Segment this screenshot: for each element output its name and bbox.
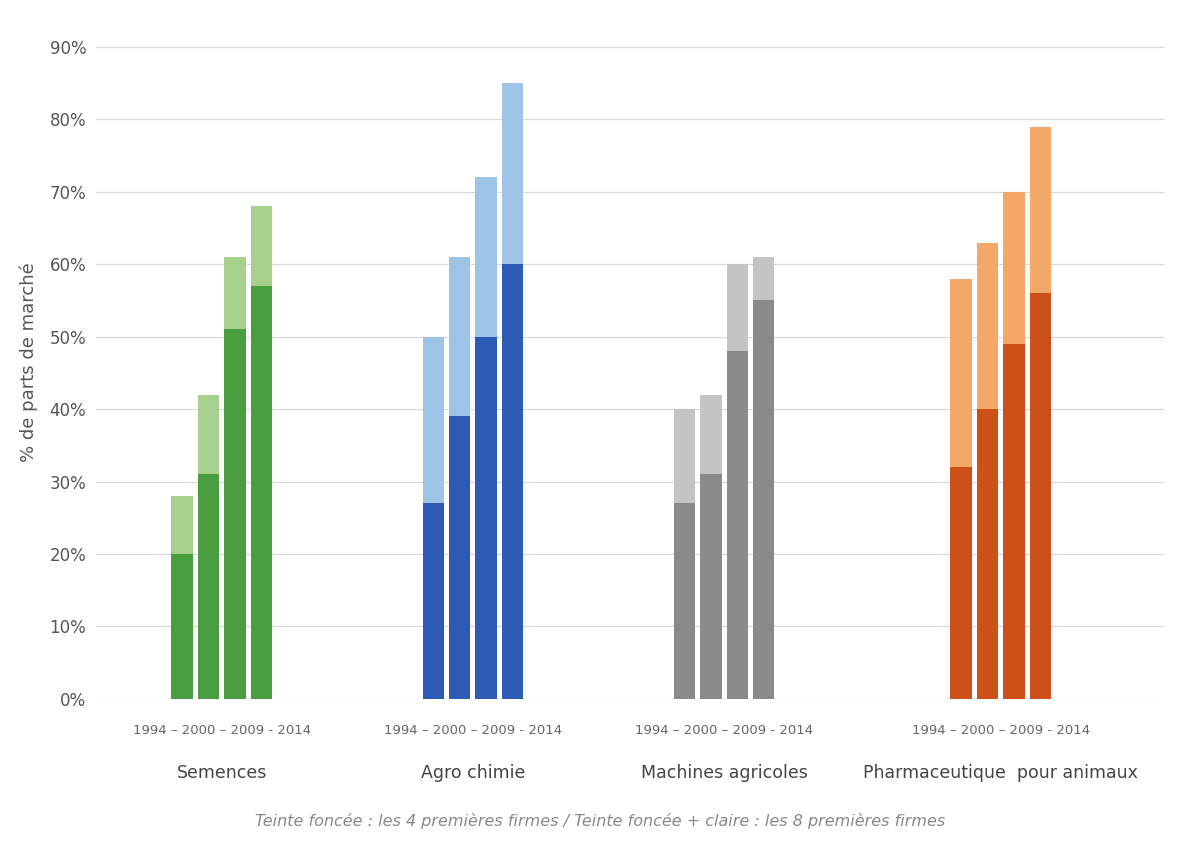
Bar: [727, 351, 748, 699]
Bar: [674, 504, 695, 699]
Bar: [977, 242, 998, 699]
Bar: [475, 178, 497, 699]
Text: 1994 – 2000 – 2009 - 2014: 1994 – 2000 – 2009 - 2014: [384, 724, 562, 738]
Text: 1994 – 2000 – 2009 - 2014: 1994 – 2000 – 2009 - 2014: [132, 724, 311, 738]
Text: Pharmaceutique  pour animaux: Pharmaceutique pour animaux: [863, 764, 1138, 782]
Bar: [950, 279, 972, 699]
Bar: [1003, 344, 1025, 699]
Y-axis label: % de parts de marché: % de parts de marché: [20, 262, 38, 462]
Bar: [198, 395, 220, 699]
Bar: [754, 257, 774, 699]
Bar: [502, 264, 523, 699]
Bar: [1003, 192, 1025, 699]
Bar: [172, 496, 193, 699]
Bar: [475, 337, 497, 699]
Bar: [950, 467, 972, 699]
Bar: [674, 409, 695, 699]
Bar: [701, 474, 721, 699]
Text: Machines agricoles: Machines agricoles: [641, 764, 808, 782]
Bar: [977, 409, 998, 699]
Text: Agro chimie: Agro chimie: [421, 764, 526, 782]
Text: Semences: Semences: [176, 764, 266, 782]
Bar: [1030, 293, 1051, 699]
Bar: [251, 206, 272, 699]
Bar: [422, 504, 444, 699]
Bar: [701, 395, 721, 699]
Bar: [449, 257, 470, 699]
Bar: [198, 474, 220, 699]
Bar: [224, 257, 246, 699]
Bar: [502, 83, 523, 699]
Bar: [727, 264, 748, 699]
Bar: [1030, 126, 1051, 699]
Text: Teinte foncée : les 4 premières firmes / Teinte foncée + claire : les 8 première: Teinte foncée : les 4 premières firmes /…: [254, 813, 946, 829]
Bar: [754, 301, 774, 699]
Bar: [224, 329, 246, 699]
Text: 1994 – 2000 – 2009 - 2014: 1994 – 2000 – 2009 - 2014: [635, 724, 814, 738]
Bar: [449, 417, 470, 699]
Bar: [251, 286, 272, 699]
Bar: [422, 337, 444, 699]
Bar: [172, 554, 193, 699]
Text: 1994 – 2000 – 2009 - 2014: 1994 – 2000 – 2009 - 2014: [912, 724, 1090, 738]
